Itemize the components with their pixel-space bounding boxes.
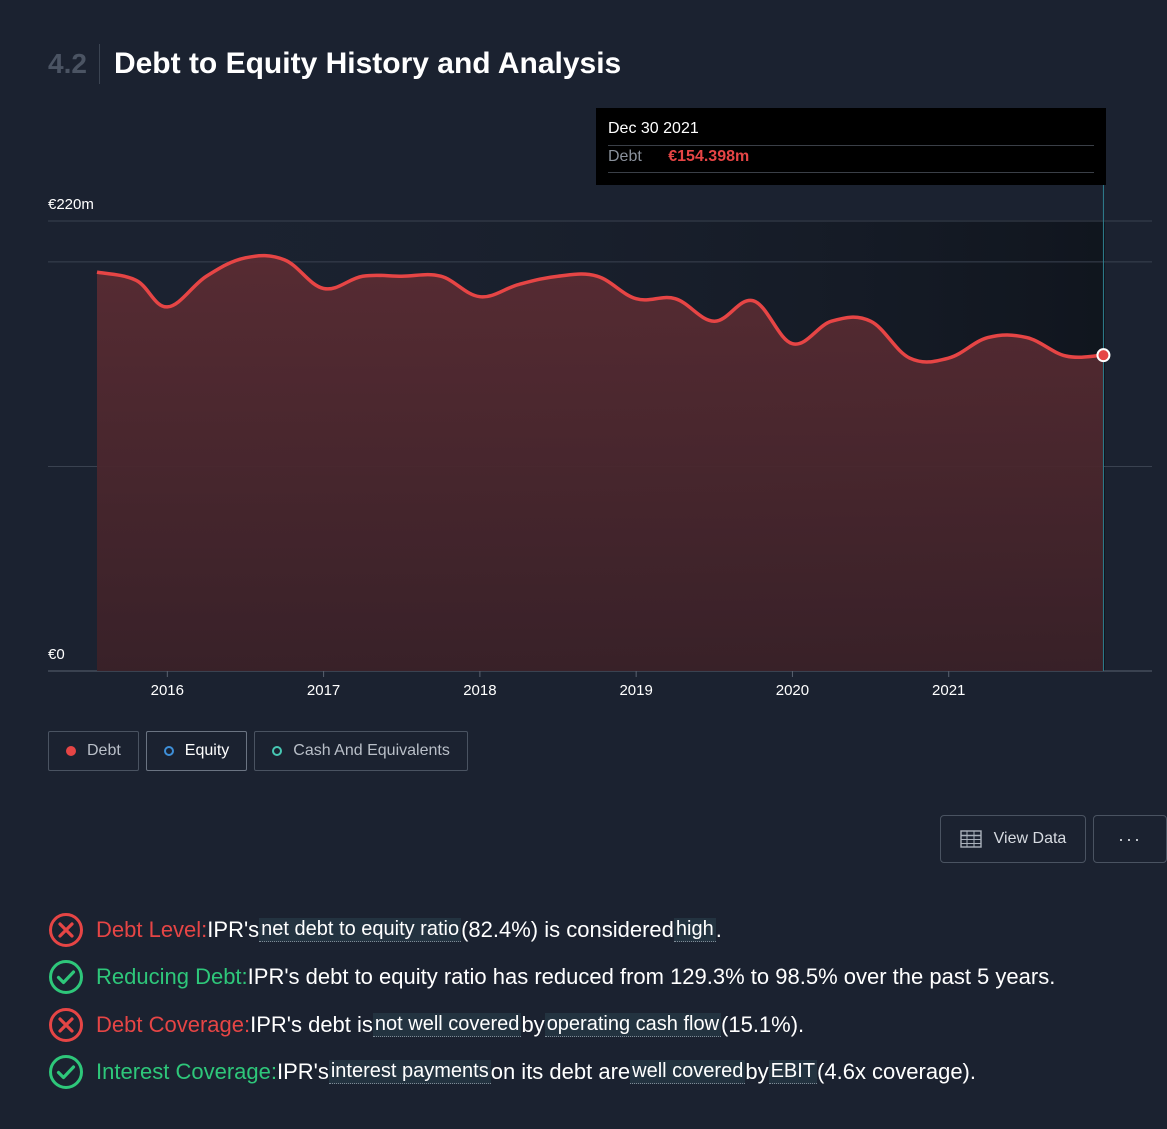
x-tick-label: 2018 — [463, 682, 496, 699]
view-data-label: View Data — [993, 830, 1067, 847]
check-label: Debt Coverage: — [96, 1011, 251, 1037]
section-header: 4.2 Debt to Equity History and Analysis — [48, 40, 621, 88]
check-text: on its debt are — [490, 1059, 631, 1085]
debt-area — [97, 255, 1104, 671]
x-tick-label: 2021 — [932, 682, 965, 699]
check-text: IPR's debt to equity ratio has reduced f… — [247, 964, 1056, 990]
tooltip-divider — [608, 172, 1094, 173]
check-text: . — [715, 916, 722, 942]
debt-equity-chart[interactable]: €220m €0 2016 2017 2018 2019 2020 2021 — [0, 100, 1167, 710]
check-label: Debt Level: — [96, 916, 208, 942]
legend-label: Cash And Equivalents — [293, 742, 450, 759]
metric-link[interactable]: interest payments — [328, 1060, 491, 1085]
x-tick-label: 2017 — [307, 682, 340, 699]
check-text: (4.6x coverage). — [817, 1059, 976, 1085]
tooltip-label: Debt — [608, 148, 642, 165]
cash-ring-icon — [272, 746, 283, 756]
check-text: by — [745, 1059, 769, 1085]
tooltip-row: Debt €154.398m — [608, 148, 749, 166]
section-number: 4.2 — [48, 44, 100, 84]
legend-cash-button[interactable]: Cash And Equivalents — [254, 731, 468, 771]
check-item: Debt Level: IPR's net debt to equity rat… — [48, 906, 1055, 954]
tooltip-value: €154.398m — [668, 148, 750, 165]
check-text: (15.1%). — [721, 1011, 805, 1037]
legend-debt-button[interactable]: Debt — [48, 731, 139, 771]
legend-label: Equity — [184, 742, 230, 759]
check-circle-icon — [48, 1054, 84, 1090]
check-text: IPR's debt is — [250, 1011, 373, 1037]
check-text: IPR's — [207, 916, 260, 942]
x-tick-label: 2019 — [619, 682, 652, 699]
page-title: Debt to Equity History and Analysis — [113, 47, 622, 80]
check-text: (82.4%) is considered — [461, 916, 674, 942]
more-options-button[interactable]: ··· — [1093, 815, 1167, 863]
equity-ring-icon — [163, 746, 174, 756]
check-item: Debt Coverage: IPR's debt is not well co… — [48, 1001, 1055, 1049]
check-item: Interest Coverage: IPR's interest paymen… — [48, 1049, 1055, 1097]
check-circle-icon — [48, 959, 84, 995]
view-data-button[interactable]: View Data — [940, 815, 1086, 863]
chart-legend: Debt Equity Cash And Equivalents — [48, 731, 475, 771]
more-label: ··· — [1118, 828, 1142, 849]
check-label: Reducing Debt: — [96, 964, 248, 990]
x-tick-label: 2016 — [151, 682, 184, 699]
tooltip-date: Dec 30 2021 — [608, 120, 699, 137]
tooltip-divider — [608, 145, 1094, 146]
table-icon — [959, 830, 982, 848]
check-label: Interest Coverage: — [96, 1059, 277, 1085]
metric-link[interactable]: EBIT — [768, 1060, 818, 1085]
y-tick-label: €220m — [48, 196, 94, 213]
legend-equity-button[interactable]: Equity — [145, 731, 248, 771]
metric-link[interactable]: well covered — [630, 1060, 746, 1085]
metric-link[interactable]: operating cash flow — [544, 1012, 722, 1037]
y-tick-label: €0 — [48, 646, 65, 663]
risk-checks-list: Debt Level: IPR's net debt to equity rat… — [48, 906, 1055, 1096]
cross-circle-icon — [48, 912, 84, 948]
check-text: IPR's — [276, 1059, 329, 1085]
check-item: Reducing Debt: IPR's debt to equity rati… — [48, 954, 1055, 1002]
hover-point — [1096, 348, 1111, 363]
chart-tooltip: Dec 30 2021 Debt €154.398m — [596, 108, 1106, 185]
metric-link[interactable]: net debt to equity ratio — [259, 917, 462, 942]
metric-link[interactable]: high — [673, 917, 716, 942]
metric-link[interactable]: not well covered — [372, 1012, 522, 1037]
debt-line — [96, 253, 1104, 364]
x-tick-label: 2020 — [776, 682, 809, 699]
cross-circle-icon — [48, 1007, 84, 1043]
debt-dot-icon — [66, 746, 76, 756]
check-text: by — [521, 1011, 545, 1037]
legend-label: Debt — [87, 742, 121, 759]
